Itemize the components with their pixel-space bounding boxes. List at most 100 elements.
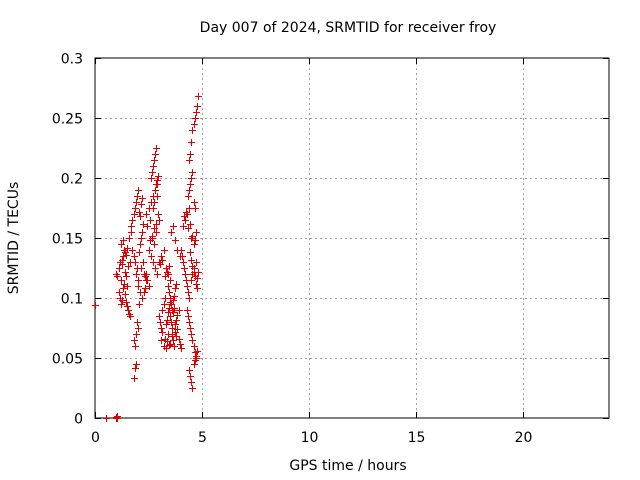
data-point bbox=[174, 312, 181, 319]
y-tick-label: 0.3 bbox=[61, 52, 83, 68]
data-point bbox=[188, 277, 195, 284]
data-point bbox=[140, 259, 147, 266]
data-point bbox=[129, 217, 136, 224]
data-point bbox=[133, 199, 140, 206]
data-point bbox=[113, 414, 120, 421]
data-point bbox=[135, 277, 142, 284]
data-point bbox=[172, 285, 179, 292]
data-point bbox=[120, 285, 127, 292]
data-point bbox=[184, 307, 191, 314]
data-point bbox=[186, 157, 193, 164]
data-point bbox=[178, 345, 185, 352]
data-point bbox=[132, 365, 139, 372]
data-point bbox=[166, 342, 173, 349]
data-point bbox=[171, 343, 178, 350]
data-point bbox=[154, 177, 161, 184]
data-point bbox=[131, 253, 138, 260]
data-point bbox=[170, 309, 177, 316]
data-point bbox=[135, 283, 142, 290]
data-point bbox=[191, 343, 198, 350]
data-point bbox=[187, 151, 194, 158]
data-point bbox=[188, 139, 195, 146]
data-point bbox=[142, 285, 149, 292]
data-point bbox=[133, 271, 140, 278]
data-point bbox=[182, 217, 189, 224]
grid-lines bbox=[95, 58, 609, 418]
data-point bbox=[176, 336, 183, 343]
data-point bbox=[193, 281, 200, 288]
data-point bbox=[189, 337, 196, 344]
data-point bbox=[158, 337, 165, 344]
data-point bbox=[148, 253, 155, 260]
data-point bbox=[158, 253, 165, 260]
y-tick-label: 0.1 bbox=[61, 292, 83, 308]
data-point bbox=[164, 338, 171, 345]
y-tick-label: 0.2 bbox=[61, 172, 83, 188]
data-point bbox=[135, 187, 142, 194]
data-point bbox=[191, 241, 198, 248]
data-point bbox=[185, 193, 192, 200]
data-point bbox=[128, 229, 135, 236]
data-point bbox=[148, 175, 155, 182]
data-point bbox=[159, 307, 166, 314]
data-point bbox=[189, 169, 196, 176]
data-point bbox=[133, 331, 140, 338]
data-point bbox=[187, 249, 194, 256]
y-tick-label: 0.15 bbox=[52, 232, 83, 248]
data-point bbox=[119, 297, 126, 304]
data-point bbox=[176, 307, 183, 314]
data-point bbox=[171, 305, 178, 312]
data-point bbox=[146, 247, 153, 254]
data-point bbox=[185, 289, 192, 296]
data-point bbox=[159, 329, 166, 336]
data-point bbox=[183, 209, 190, 216]
data-point bbox=[122, 291, 129, 298]
data-point bbox=[139, 229, 146, 236]
data-point bbox=[155, 173, 162, 180]
data-point bbox=[195, 93, 202, 100]
data-point bbox=[121, 281, 128, 288]
data-point bbox=[168, 301, 175, 308]
data-point bbox=[187, 325, 194, 332]
data-point bbox=[150, 259, 157, 266]
data-point bbox=[139, 195, 146, 202]
data-point bbox=[118, 301, 125, 308]
data-point bbox=[168, 229, 175, 236]
data-point bbox=[147, 237, 154, 244]
data-point bbox=[153, 181, 160, 188]
data-point bbox=[123, 252, 130, 259]
data-point bbox=[153, 145, 160, 152]
data-point bbox=[137, 241, 144, 248]
data-point bbox=[103, 415, 110, 422]
data-point bbox=[164, 269, 171, 276]
x-tick-label: 15 bbox=[408, 430, 426, 446]
data-point bbox=[170, 297, 177, 304]
data-point bbox=[174, 326, 181, 333]
y-tick-label: 0.25 bbox=[52, 112, 83, 128]
data-point bbox=[193, 353, 200, 360]
data-point bbox=[191, 121, 198, 128]
data-point bbox=[163, 321, 170, 328]
data-point bbox=[114, 415, 121, 422]
data-point bbox=[118, 241, 125, 248]
data-point bbox=[129, 247, 136, 254]
y-axis-label: SRMTID / TECUs bbox=[6, 182, 22, 295]
data-point bbox=[189, 385, 196, 392]
data-point bbox=[185, 225, 192, 232]
data-point bbox=[188, 331, 195, 338]
data-point bbox=[168, 319, 175, 326]
chart-title: Day 007 of 2024, SRMTID for receiver fro… bbox=[200, 20, 497, 36]
data-point bbox=[178, 247, 185, 254]
data-point bbox=[164, 317, 171, 324]
data-point bbox=[152, 151, 159, 158]
data-point bbox=[166, 289, 173, 296]
data-point bbox=[152, 265, 159, 272]
data-point bbox=[186, 319, 193, 326]
data-point bbox=[122, 269, 129, 276]
data-point bbox=[194, 275, 201, 282]
y-tick-label: 0.05 bbox=[52, 352, 83, 368]
data-point bbox=[151, 157, 158, 164]
data-point bbox=[191, 361, 198, 368]
data-point bbox=[170, 223, 177, 230]
